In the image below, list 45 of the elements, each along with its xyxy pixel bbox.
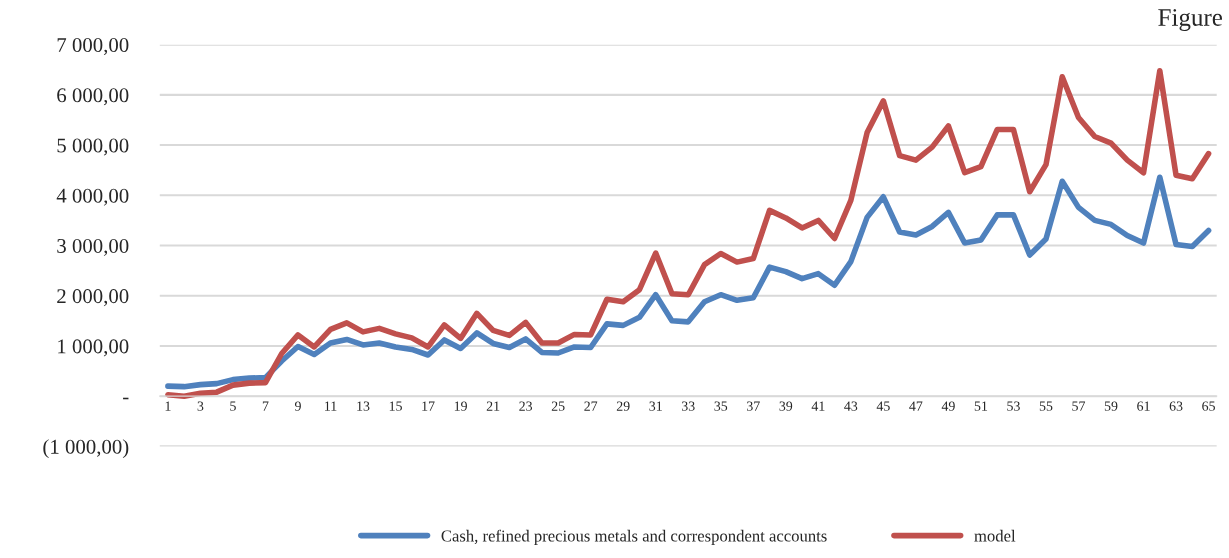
x-tick-label: 37 xyxy=(747,401,760,411)
x-tick-label: 59 xyxy=(1104,401,1118,411)
x-tick-label: 61 xyxy=(1137,401,1150,411)
legend-label: model xyxy=(974,529,1016,542)
x-tick-label: 33 xyxy=(681,401,695,411)
x-tick-label: 43 xyxy=(844,401,858,411)
x-tick-label: 19 xyxy=(454,401,467,411)
y-tick-label: 3 000,00 xyxy=(57,238,129,256)
x-tick-label: 45 xyxy=(876,401,890,411)
x-tick-label: 55 xyxy=(1039,401,1053,411)
y-tick-label: 1 000,00 xyxy=(58,339,129,357)
y-tick-label: 5 000,00 xyxy=(57,138,129,156)
y-tick-label: 2 000,00 xyxy=(57,289,129,307)
x-tick-label: 17 xyxy=(422,401,435,411)
x-tick-label: 15 xyxy=(389,401,402,411)
x-tick-label: 9 xyxy=(294,401,301,411)
x-tick-label: 65 xyxy=(1202,401,1215,411)
x-tick-label: 7 xyxy=(262,401,269,411)
x-tick-label: 11 xyxy=(325,401,337,411)
x-tick-label: 23 xyxy=(519,401,533,411)
x-tick-label: 25 xyxy=(551,401,565,411)
x-tick-label: 29 xyxy=(616,401,630,411)
x-tick-label: 3 xyxy=(197,401,204,411)
x-tick-label: 21 xyxy=(486,401,500,411)
legend-label: Cash, refined precious metals and correspondent accounts xyxy=(441,529,827,545)
x-tick-label: 31 xyxy=(649,401,662,411)
x-tick-label: 63 xyxy=(1169,401,1183,411)
x-tick-label: 53 xyxy=(1007,401,1020,411)
x-tick-label: 51 xyxy=(974,401,988,411)
x-tick-label: 1 xyxy=(165,401,171,411)
x-tick-label: 49 xyxy=(941,401,955,411)
x-tick-label: 13 xyxy=(357,401,370,411)
y-tick-label: 7 000,00 xyxy=(57,38,129,56)
y-tick-label: 4 000,00 xyxy=(56,188,129,206)
x-tick-label: 5 xyxy=(230,401,236,411)
y-tick-label: - xyxy=(123,397,129,400)
text: Figure xyxy=(1158,9,1222,32)
x-tick-label: 57 xyxy=(1072,401,1086,411)
y-tick-label: (1 000,00) xyxy=(43,439,129,459)
x-tick-label: 39 xyxy=(779,401,793,411)
x-tick-label: 27 xyxy=(584,401,598,411)
x-tick-label: 41 xyxy=(811,401,825,411)
x-tick-label: 35 xyxy=(714,401,728,411)
x-tick-label: 47 xyxy=(909,401,923,411)
y-tick-label: 6 000,00 xyxy=(57,88,129,106)
